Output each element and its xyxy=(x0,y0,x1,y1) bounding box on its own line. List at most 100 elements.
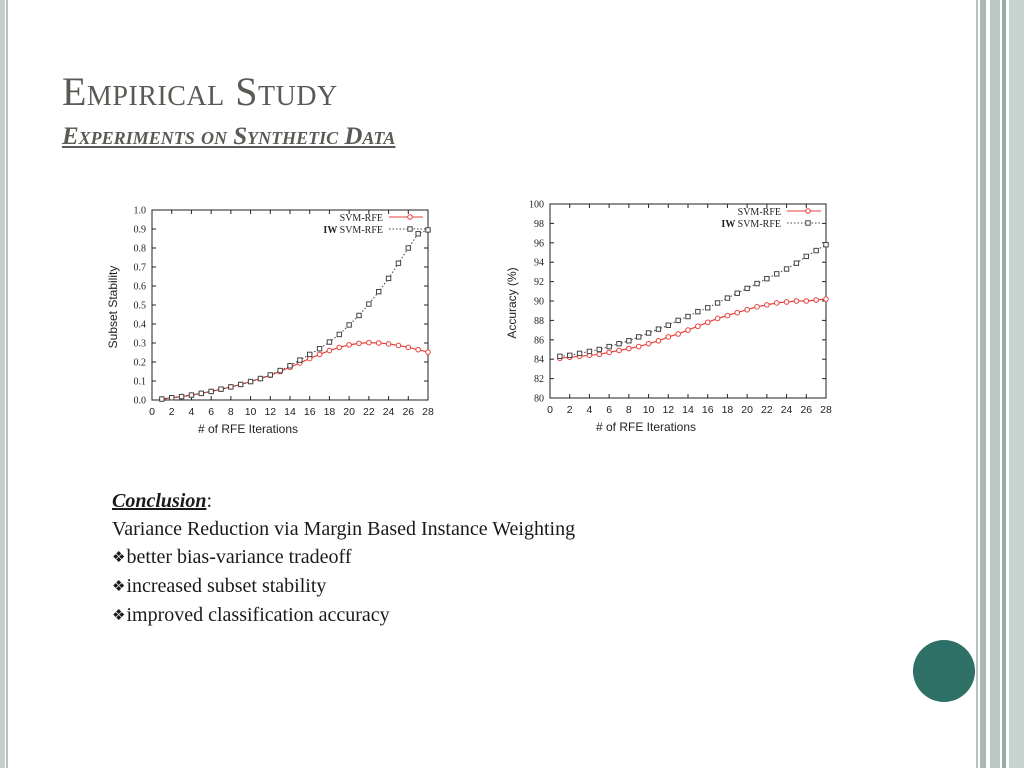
conclusion-block: Conclusion: Variance Reduction via Margi… xyxy=(112,487,575,630)
data-point xyxy=(724,295,731,301)
data-point xyxy=(316,351,323,358)
x-tick-label: 26 xyxy=(402,406,414,418)
x-tick-label: 22 xyxy=(761,404,773,416)
conclusion-bullet: improved classification accuracy xyxy=(112,601,575,630)
data-point xyxy=(326,347,333,354)
data-point xyxy=(257,375,264,382)
x-tick-label: 16 xyxy=(304,406,316,418)
data-point xyxy=(178,393,185,400)
series-line xyxy=(559,244,827,357)
x-tick-label: 28 xyxy=(820,404,832,416)
y-tick-label: 0.9 xyxy=(134,225,147,236)
conclusion-colon: : xyxy=(206,490,213,512)
plot-frame xyxy=(151,209,429,401)
data-point xyxy=(774,271,780,277)
x-tick-label: 10 xyxy=(643,404,655,416)
x-tick-label: 4 xyxy=(189,406,195,418)
data-point xyxy=(665,322,671,328)
data-point xyxy=(415,346,421,353)
data-point xyxy=(297,357,303,363)
y-tick-label: 1.0 xyxy=(134,206,147,217)
data-point xyxy=(783,299,790,305)
conclusion-summary: Variance Reduction via Margin Based Inst… xyxy=(112,518,576,540)
data-point xyxy=(606,343,612,350)
legend-label-prefix: IW xyxy=(323,225,339,236)
legend-label-name: SVM-RFE xyxy=(738,219,781,230)
data-point xyxy=(635,343,642,350)
slide-left-border xyxy=(0,0,8,768)
x-tick-label: 0 xyxy=(149,406,155,418)
y-tick-label: 84 xyxy=(534,355,544,366)
data-point xyxy=(405,245,411,251)
data-point xyxy=(823,242,829,248)
data-point xyxy=(586,348,593,355)
y-tick-label: 82 xyxy=(534,374,544,385)
data-point xyxy=(346,322,352,328)
data-point xyxy=(336,344,343,351)
y-tick-label: 0.6 xyxy=(134,282,147,293)
data-point xyxy=(744,285,750,292)
data-point xyxy=(346,342,352,348)
slide-subtitle: Experiments on Synthetic Data xyxy=(62,123,396,150)
data-point xyxy=(247,378,254,385)
data-point xyxy=(803,298,810,304)
x-tick-label: 6 xyxy=(208,406,214,418)
x-tick-label: 20 xyxy=(741,404,753,416)
data-point xyxy=(376,289,382,295)
legend-label: IW SVM-RFE xyxy=(721,219,781,230)
y-tick-label: 94 xyxy=(534,258,544,269)
data-point xyxy=(385,275,392,282)
y-tick-label: 90 xyxy=(534,297,544,308)
data-point xyxy=(685,327,691,333)
slide-title: Empirical Study xyxy=(62,69,338,114)
y-tick-label: 0.7 xyxy=(134,263,147,274)
data-point xyxy=(198,390,204,397)
data-point xyxy=(823,296,829,302)
legend-label: SVM-RFE xyxy=(340,213,383,224)
slide-right-border xyxy=(976,0,1024,768)
data-point xyxy=(356,340,362,347)
data-point xyxy=(218,386,224,392)
data-point xyxy=(813,247,819,254)
series-line xyxy=(559,298,827,359)
legend-label-prefix: IW xyxy=(721,219,737,230)
data-point xyxy=(208,388,214,395)
x-tick-label: 18 xyxy=(324,406,336,418)
data-point xyxy=(685,313,691,320)
data-point xyxy=(754,280,760,287)
data-point xyxy=(405,344,412,351)
data-point xyxy=(287,363,293,369)
data-point xyxy=(793,260,800,266)
x-tick-label: 18 xyxy=(722,404,734,416)
y-tick-label: 0.8 xyxy=(134,244,147,255)
data-point xyxy=(596,346,602,353)
data-point xyxy=(655,326,662,332)
data-point xyxy=(675,317,681,324)
stability-chart: 0 2 4 6 8 10 12 14 16 18 20 22 24 26 28 0.0 0.1 0.2 0.3 0.4… xyxy=(104,198,444,443)
data-point xyxy=(267,372,273,378)
data-point xyxy=(803,253,809,260)
x-tick-label: 12 xyxy=(264,406,276,418)
data-point xyxy=(616,347,622,354)
data-point xyxy=(665,334,672,340)
x-axis-label: # of RFE Iterations xyxy=(198,422,298,436)
conclusion-bullet: increased subset stability xyxy=(112,572,575,601)
data-point xyxy=(395,342,402,349)
data-point xyxy=(734,309,741,316)
legend-marker xyxy=(805,220,811,226)
data-point xyxy=(714,300,721,306)
data-point xyxy=(704,319,711,326)
data-point xyxy=(764,275,770,282)
data-point xyxy=(705,305,711,311)
x-tick-label: 24 xyxy=(781,404,793,416)
data-point xyxy=(385,341,392,347)
x-tick-label: 2 xyxy=(567,404,573,416)
data-point xyxy=(188,392,195,398)
data-point xyxy=(695,308,701,315)
data-point xyxy=(395,260,402,266)
data-point xyxy=(557,353,563,359)
data-point xyxy=(813,297,819,303)
data-point xyxy=(425,227,431,233)
x-tick-label: 14 xyxy=(682,404,694,416)
x-tick-label: 28 xyxy=(422,406,434,418)
